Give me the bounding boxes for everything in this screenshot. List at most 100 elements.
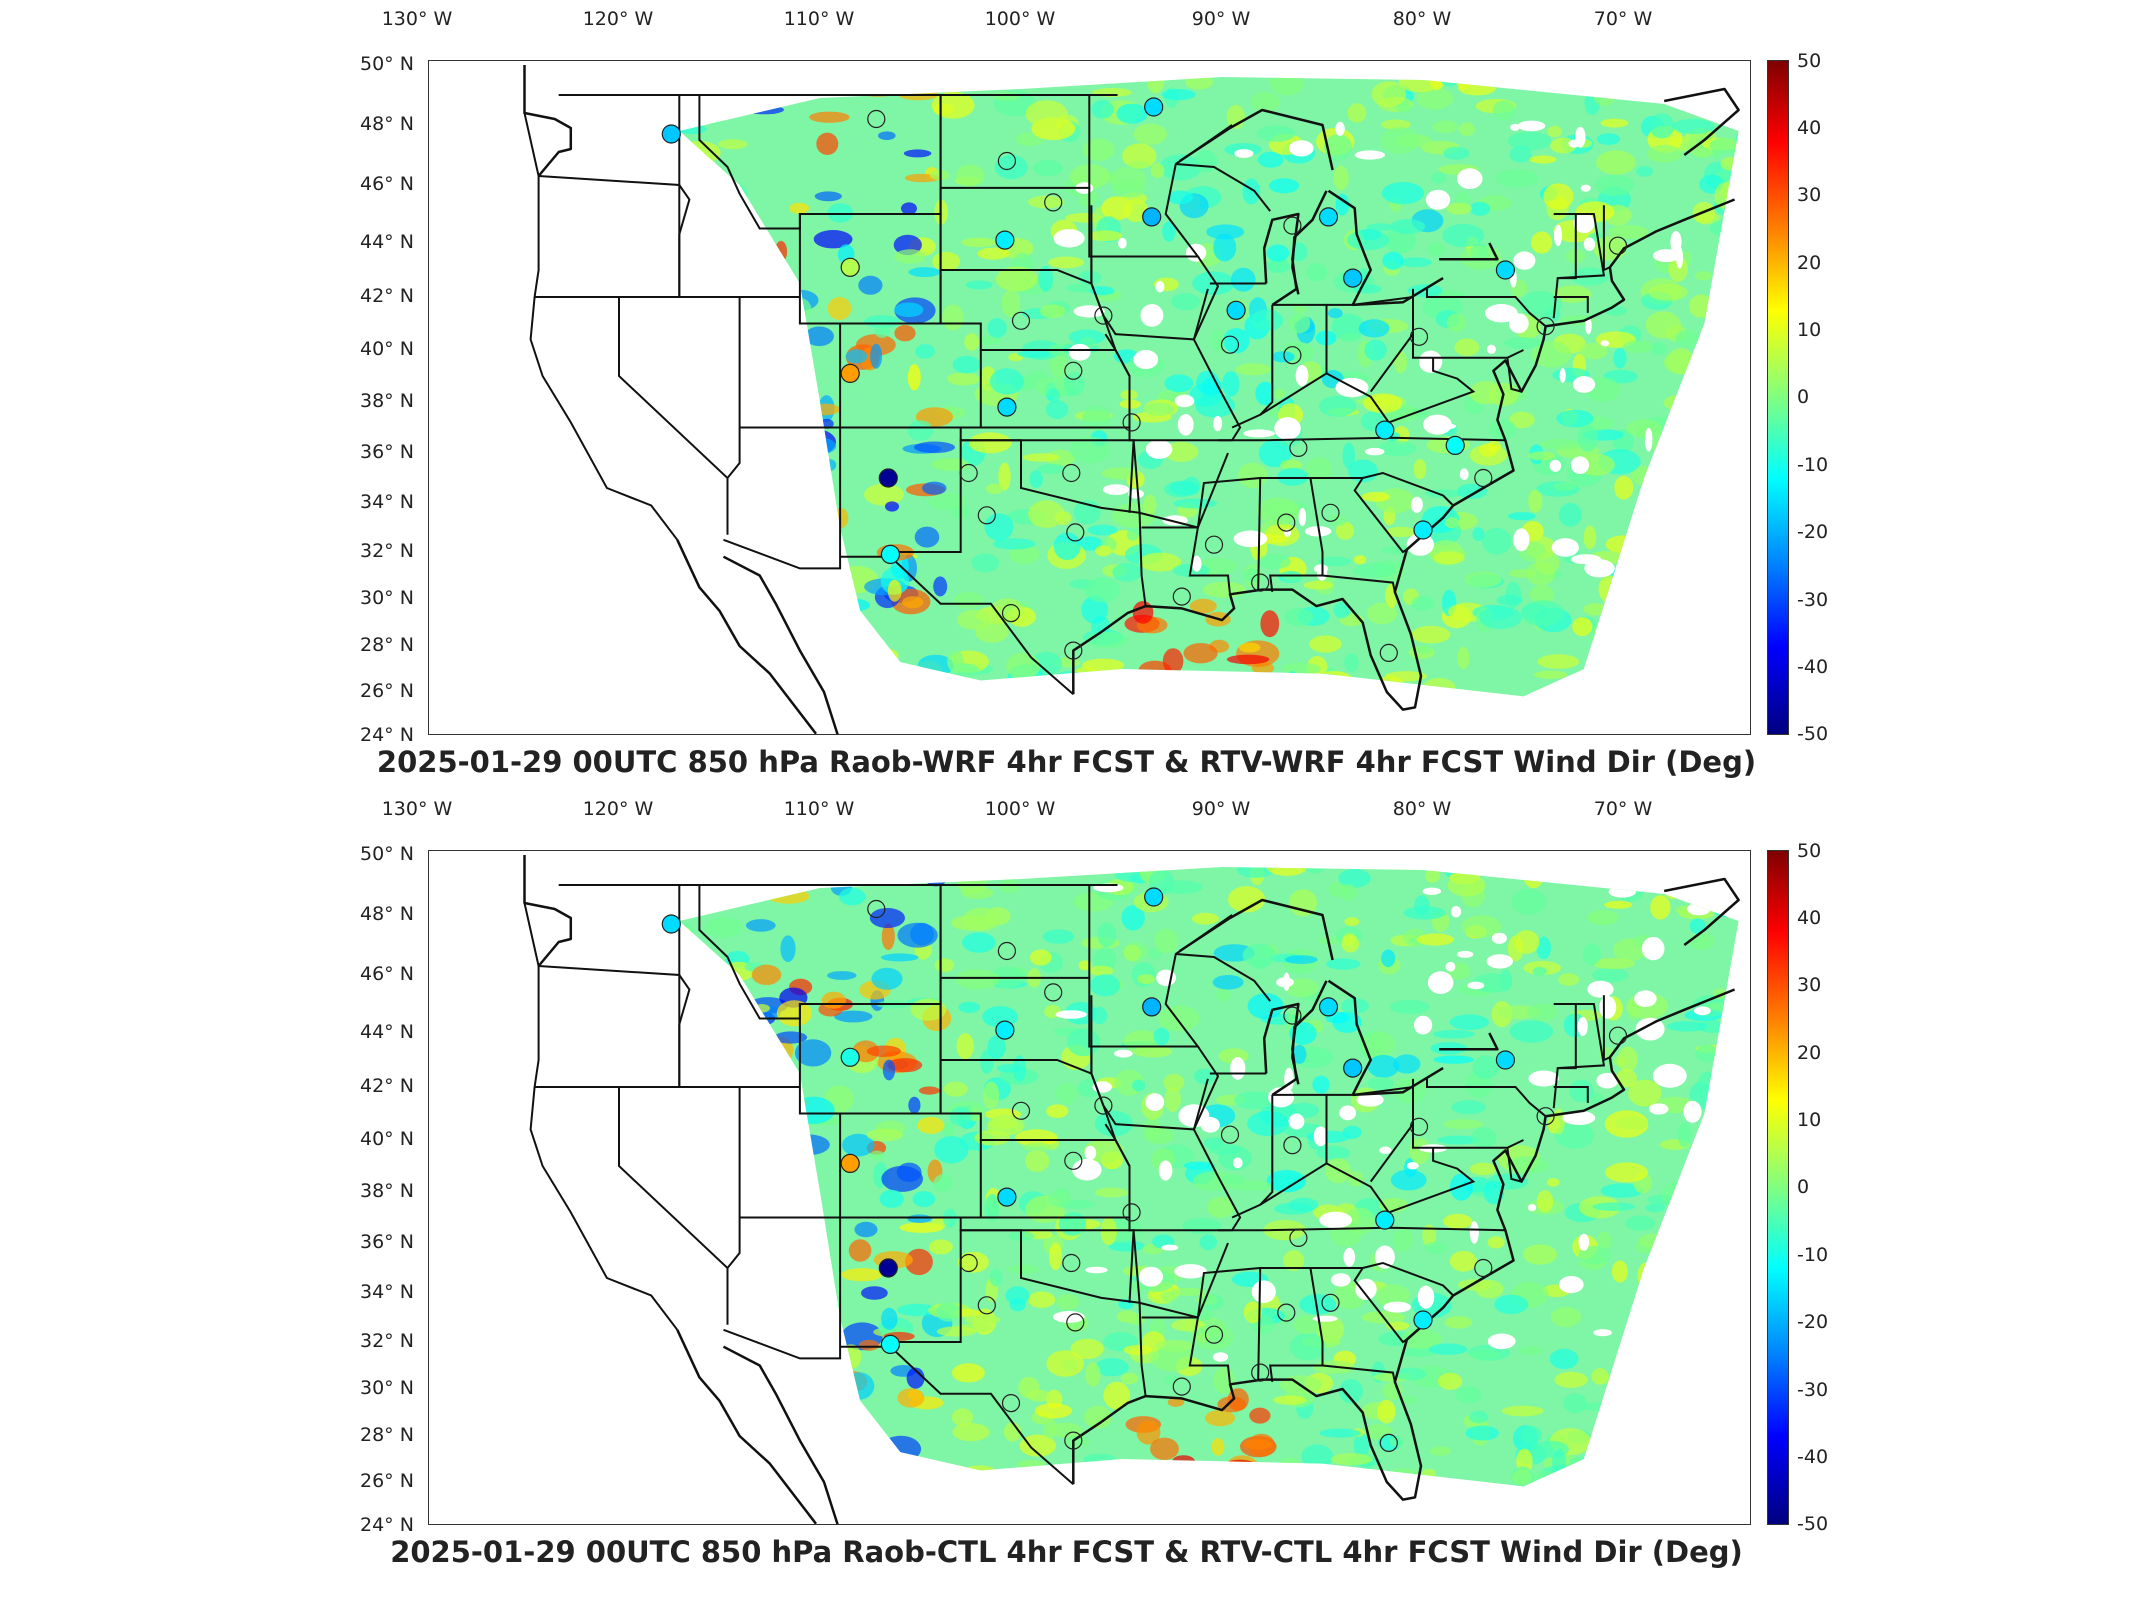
wind-dir-cell	[1725, 1025, 1739, 1040]
wind-dir-cell	[687, 1052, 709, 1071]
colorbar-tick-label: -40	[1797, 1446, 1829, 1468]
wind-dir-cell	[766, 867, 797, 888]
wind-dir-cell	[1616, 609, 1651, 621]
raob-station-marker	[1409, 1117, 1429, 1136]
wind-dir-cell	[756, 409, 798, 428]
wind-dir-cell	[918, 1086, 940, 1095]
wind-dir-cell	[874, 867, 889, 884]
wind-dir-cell	[692, 298, 713, 307]
missing-data-cell	[1379, 1146, 1392, 1154]
wind-dir-cell	[1645, 1276, 1672, 1296]
wind-dir-cell	[1507, 1156, 1549, 1174]
wind-dir-cell	[1243, 1439, 1273, 1450]
wind-dir-cell	[1451, 1100, 1486, 1115]
colorbar-tick-label: -20	[1797, 521, 1829, 543]
wind-dir-cell	[1402, 1395, 1418, 1405]
wind-dir-cell	[679, 948, 681, 964]
wind-dir-cell	[698, 425, 727, 434]
wind-dir-cell	[810, 403, 840, 416]
wind-dir-cell	[1532, 966, 1547, 976]
wind-dir-cell	[1235, 363, 1271, 376]
wind-dir-cell	[710, 270, 736, 291]
wind-dir-cell	[1103, 1381, 1131, 1410]
wind-dir-cell	[854, 1221, 878, 1238]
wind-dir-cell	[730, 413, 757, 438]
wind-dir-cell	[833, 508, 849, 528]
missing-data-cell	[1683, 1100, 1702, 1123]
missing-data-cell	[1528, 1070, 1559, 1087]
wind-dir-cell	[1689, 918, 1706, 934]
wind-dir-cell	[1323, 667, 1340, 693]
wind-dir-cell	[1219, 1461, 1259, 1473]
missing-data-cell	[1418, 350, 1443, 373]
wind-dir-cell	[869, 696, 910, 711]
wind-dir-cell	[679, 1408, 695, 1418]
wind-dir-cell	[1721, 1417, 1739, 1431]
wind-dir-cell	[1735, 1131, 1739, 1142]
wind-dir-cell	[1461, 915, 1502, 938]
wind-dir-cell	[788, 1328, 803, 1339]
state-boundary	[1192, 288, 1209, 340]
wind-dir-cell	[1638, 1233, 1671, 1249]
wind-dir-cell	[1627, 867, 1664, 877]
wind-dir-cell	[679, 141, 721, 165]
wind-dir-cell	[1097, 922, 1117, 948]
wind-dir-cell	[692, 1420, 732, 1441]
wind-dir-cell	[1266, 244, 1290, 262]
wind-dir-cell	[1185, 77, 1214, 90]
wind-dir-cell	[1572, 617, 1593, 637]
wind-dir-cell	[1550, 1306, 1582, 1328]
raob-station-marker	[1536, 317, 1555, 336]
plot-title: 2025-01-29 00UTC 850 hPa Raob-CTL 4hr FC…	[390, 1535, 1743, 1569]
wind-dir-cell	[1519, 291, 1563, 318]
missing-data-cell	[1599, 995, 1617, 1019]
wind-dir-cell	[794, 1039, 832, 1067]
wind-dir-cell	[992, 92, 1021, 101]
wind-dir-cell	[1523, 867, 1544, 889]
raob-station-marker	[1283, 1006, 1302, 1025]
wind-dir-cell	[815, 1413, 859, 1428]
wind-dir-cell	[1027, 1389, 1052, 1402]
wind-dir-cell	[1600, 1183, 1644, 1198]
wind-dir-cell	[858, 275, 883, 295]
state-boundary	[1175, 163, 1271, 212]
wind-dir-cell	[1697, 1071, 1717, 1097]
raob-station-marker	[1413, 1310, 1433, 1330]
missing-data-cell	[1177, 414, 1194, 436]
wind-dir-cell	[1677, 550, 1703, 578]
wind-dir-cell	[1653, 1246, 1670, 1255]
wind-dir-cell	[1657, 1243, 1697, 1270]
wind-dir-cell	[679, 266, 707, 294]
wind-dir-cell	[1144, 1127, 1175, 1145]
wind-dir-cell	[1139, 552, 1182, 572]
wind-dir-cell	[1536, 1480, 1580, 1487]
wind-dir-cell	[1002, 1475, 1029, 1487]
wind-dir-cell	[694, 516, 723, 534]
wind-dir-cell	[866, 1045, 901, 1057]
wind-dir-cell	[841, 1268, 883, 1282]
wind-dir-cell	[1509, 411, 1535, 429]
lat-label: 36° N	[360, 441, 414, 463]
wind-dir-cell	[1364, 339, 1387, 361]
wind-dir-cell	[1100, 1491, 1135, 1499]
coastline	[1439, 1032, 1499, 1051]
state-boundary	[1388, 357, 1476, 424]
wind-dir-cell	[1352, 563, 1396, 578]
wind-dir-cell	[1306, 263, 1328, 282]
missing-data-cell	[1383, 1301, 1411, 1313]
state-boundary	[1557, 1004, 1577, 1070]
wind-dir-cell	[1547, 61, 1562, 73]
wind-dir-cell	[1400, 1329, 1442, 1349]
wind-dir-cell	[804, 1318, 830, 1341]
wind-dir-cell	[1533, 670, 1568, 679]
wind-dir-cell	[1470, 1492, 1495, 1500]
wind-dir-cell	[869, 1150, 885, 1161]
wind-dir-cell	[964, 1314, 1001, 1325]
wind-dir-cell	[1154, 928, 1179, 954]
missing-data-cell	[1687, 902, 1711, 916]
raob-station-marker	[1064, 1151, 1083, 1170]
wind-dir-cell	[1028, 195, 1064, 209]
wind-dir-cell	[1257, 497, 1300, 526]
wind-dir-cell	[767, 1194, 789, 1212]
missing-data-cell	[1670, 230, 1682, 254]
